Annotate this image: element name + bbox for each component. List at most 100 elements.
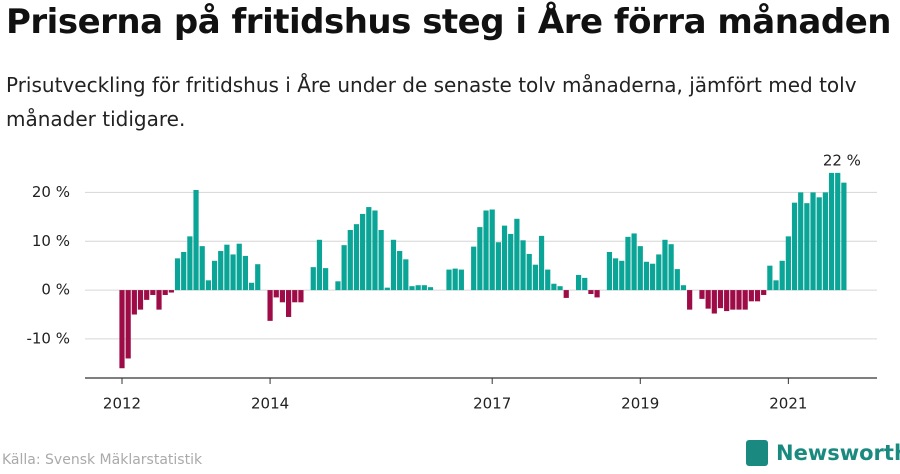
bar: [131, 290, 137, 315]
bar: [285, 290, 292, 317]
bar: [415, 285, 421, 291]
bar: [594, 290, 600, 298]
bar: [144, 290, 150, 300]
bar: [588, 290, 594, 294]
source: Källa: Svensk Mäklarstatistik: [2, 452, 203, 468]
bar: [650, 263, 656, 291]
bar: [199, 246, 205, 291]
bar: [248, 282, 255, 291]
bar: [674, 269, 680, 291]
bar: [557, 286, 563, 291]
bar: [255, 264, 261, 291]
bar: [816, 197, 822, 291]
x-tick-label: 2021: [769, 395, 807, 413]
bar: [680, 285, 687, 291]
bar: [643, 261, 650, 291]
bar: [526, 253, 532, 291]
bar: [187, 236, 193, 291]
bar: [810, 192, 816, 291]
bar: [446, 269, 452, 291]
bar: [471, 246, 477, 291]
brand-name[interactable]: Newsworthy: [776, 441, 900, 465]
bar: [835, 172, 841, 291]
x-tick-label: 2014: [251, 395, 289, 413]
bar: [508, 233, 514, 291]
bar: [119, 290, 125, 369]
bar: [495, 242, 501, 291]
bar: [224, 244, 230, 291]
bar: [613, 258, 619, 291]
bar: [360, 213, 366, 291]
bar: [384, 287, 390, 291]
y-tick-label: 20 %: [32, 183, 70, 201]
title: Priserna på fritidshus steg i Åre förra …: [6, 2, 891, 42]
bar: [656, 254, 662, 291]
bar: [785, 236, 791, 291]
bar: [125, 290, 131, 359]
bar: [828, 172, 835, 291]
x-tick-label: 2017: [473, 395, 511, 413]
bar: [310, 267, 316, 291]
x-tick-label: 2019: [621, 395, 659, 413]
bar: [736, 290, 742, 310]
brand-icon: [746, 440, 768, 466]
bar: [551, 283, 557, 291]
bar: [730, 290, 736, 310]
bar: [353, 224, 360, 291]
x-tick-label: 2012: [103, 395, 141, 413]
bar: [761, 290, 767, 295]
bar: [742, 290, 748, 310]
bar: [798, 192, 804, 291]
bar: [156, 290, 162, 310]
y-tick-label: 0 %: [41, 281, 70, 299]
bar: [754, 290, 761, 302]
bar: [489, 209, 495, 291]
bar: [532, 264, 538, 291]
bar: [668, 244, 674, 291]
bar: [279, 290, 286, 303]
bar: [427, 287, 434, 291]
bar: [347, 230, 353, 291]
bar: [409, 286, 415, 291]
bar: [724, 290, 730, 312]
bar: [501, 225, 508, 291]
bar: [168, 290, 174, 293]
bar: [717, 290, 724, 309]
bar: [372, 210, 378, 291]
bar: [230, 254, 236, 291]
bar: [162, 290, 168, 295]
bar: [397, 251, 403, 291]
bar: [292, 290, 298, 303]
bar: [267, 290, 273, 321]
bar: [575, 274, 582, 291]
bar: [323, 268, 329, 291]
bar: [619, 260, 625, 291]
bar: [779, 260, 785, 291]
bar: [841, 182, 847, 291]
bar: [483, 210, 489, 291]
bar: [335, 281, 341, 291]
bar: [137, 290, 144, 310]
bar: [193, 189, 199, 291]
bar: [242, 255, 248, 291]
bar: [563, 290, 569, 298]
bar: [211, 260, 218, 291]
y-tick-label: -10 %: [26, 329, 70, 347]
subtitle: Prisutveckling för fritidshus i Åre unde…: [6, 73, 857, 131]
bar: [545, 269, 551, 291]
bar: [477, 227, 483, 291]
annotation: 22 %: [823, 152, 861, 170]
bar: [699, 290, 705, 299]
bar: [822, 192, 828, 291]
bar: [366, 207, 372, 291]
bar: [316, 239, 323, 291]
bar: [767, 265, 773, 291]
bar: [218, 251, 224, 291]
bar: [403, 259, 409, 291]
bar: [174, 258, 181, 291]
bar: [538, 235, 545, 291]
bar: [205, 280, 211, 291]
brand[interactable]: Newsworthy: [746, 440, 900, 466]
bar: [804, 203, 810, 291]
